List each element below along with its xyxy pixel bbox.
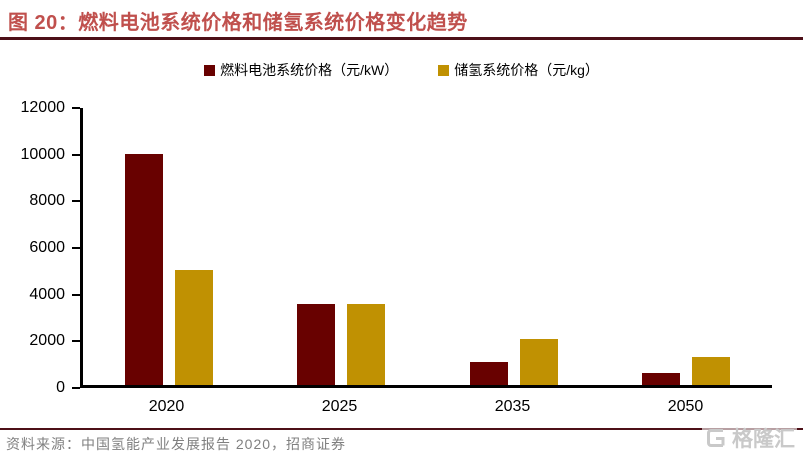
bar-group-2020 xyxy=(83,108,255,385)
gelonghui-g-logo-icon xyxy=(707,429,725,447)
watermark-text: 格隆汇 xyxy=(732,428,795,451)
bar-group-2035 xyxy=(428,108,600,385)
fuel-cell-series-swatch-icon xyxy=(204,64,216,76)
bar-fuel-cell-system-price xyxy=(297,304,336,385)
title-divider-rule xyxy=(0,37,803,40)
y-tick-mark xyxy=(72,293,80,296)
y-tick-mark xyxy=(72,153,80,156)
chart-legend: 燃料电池系统价格（元/kW） 储氢系统价格（元/kg） xyxy=(0,60,803,80)
hydrogen-storage-series-swatch-icon xyxy=(438,64,450,76)
y-axis: 0 2000 4000 6000 8000 10000 12000 xyxy=(0,99,80,396)
plot-area xyxy=(80,108,772,388)
y-tick-mark xyxy=(72,107,80,109)
x-tick-label: 2050 xyxy=(667,398,704,415)
legend-item-fuel-cell-price: 燃料电池系统价格（元/kW） xyxy=(204,60,398,80)
gelonghui-watermark: 格隆汇 xyxy=(702,423,797,453)
bar-hydrogen-storage-system-price xyxy=(691,357,730,385)
y-tick-mark xyxy=(72,200,80,203)
legend-item-hydrogen-storage-price: 储氢系统价格（元/kg） xyxy=(438,60,599,80)
bar-hydrogen-storage-system-price xyxy=(519,338,558,385)
y-tick-label: 0 xyxy=(56,379,65,396)
source-note: 资料来源：中国氢能产业发展报告 2020，招商证券 xyxy=(6,436,347,452)
legend-label-fuel-cell: 燃料电池系统价格（元/kW） xyxy=(220,62,399,78)
x-tick-label: 2025 xyxy=(321,398,358,415)
y-tick-mark xyxy=(72,340,80,343)
figure-title: 图 20：燃料电池系统价格和储氢系统价格变化趋势 xyxy=(8,12,468,34)
bar-group-2025 xyxy=(255,108,427,385)
x-tick-label: 2035 xyxy=(494,398,531,415)
bar-fuel-cell-system-price xyxy=(469,361,508,385)
y-tick-mark xyxy=(72,387,80,389)
bar-group-2050 xyxy=(600,108,772,385)
bar-fuel-cell-system-price xyxy=(125,154,164,385)
y-tick-label: 2000 xyxy=(29,332,65,350)
y-tick-label: 6000 xyxy=(29,239,65,256)
y-tick-mark xyxy=(72,247,80,249)
y-tick-label: 10000 xyxy=(20,145,66,163)
bar-hydrogen-storage-system-price xyxy=(347,304,386,385)
y-tick-label: 8000 xyxy=(29,192,65,210)
x-tick-label: 2020 xyxy=(148,398,185,415)
legend-label-hydrogen-storage: 储氢系统价格（元/kg） xyxy=(454,62,599,78)
y-tick-label: 12000 xyxy=(20,99,66,116)
y-tick-label: 4000 xyxy=(29,285,65,303)
bar-fuel-cell-system-price xyxy=(641,373,680,385)
bar-chart: 0 2000 4000 6000 8000 10000 12000 2020 2025 2035… xyxy=(0,99,803,428)
footer-divider-rule xyxy=(0,428,803,430)
bar-hydrogen-storage-system-price xyxy=(175,269,214,385)
x-axis-labels: 2020 2025 2035 2050 xyxy=(80,398,772,416)
